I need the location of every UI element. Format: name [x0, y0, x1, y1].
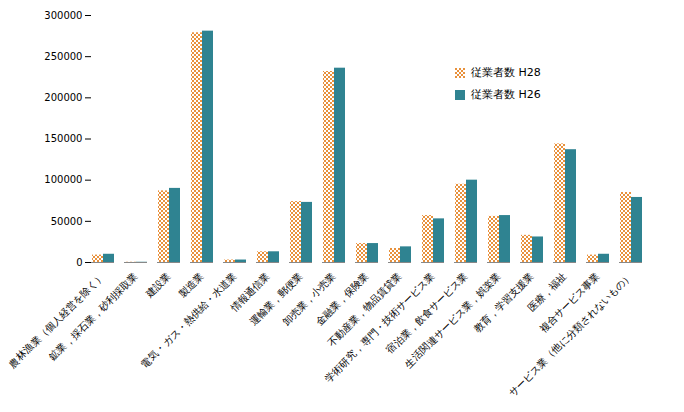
svg-text:金融業，保険業: 金融業，保険業	[313, 270, 371, 328]
svg-text:情報通信業: 情報通信業	[228, 270, 272, 314]
html-text:従業者数 H28: 従業者数 H28	[471, 66, 541, 79]
svg-text:100000: 100000	[44, 174, 82, 185]
svg-text:250000: 250000	[44, 51, 82, 62]
svg-text:農林漁業（個人経営を除く）: 農林漁業（個人経営を除く）	[7, 270, 107, 370]
svg-text:生活関連サービス業，娯楽業: 生活関連サービス業，娯楽業	[403, 270, 503, 370]
svg-text:卸売業，小売業: 卸売業，小売業	[280, 270, 338, 328]
svg-text:製造業: 製造業	[177, 270, 206, 299]
svg-text:運輸業，郵便業: 運輸業，郵便業	[247, 270, 305, 328]
svg-text:150000: 150000	[44, 133, 82, 144]
svg-text:サービス業（他に分類されないもの）: サービス業（他に分類されないもの）	[507, 270, 635, 398]
html-text:従業者数 H26: 従業者数 H26	[471, 88, 541, 101]
svg-text:建設業: 建設業	[143, 270, 173, 300]
svg-text:鉱業，採石業，砂利採取業: 鉱業，採石業，砂利採取業	[47, 270, 140, 363]
svg-text:学術研究，専門・技術サービス業: 学術研究，専門・技術サービス業	[322, 270, 437, 385]
svg-text:宿泊業，飲食サービス業: 宿泊業，飲食サービス業	[384, 270, 470, 356]
svg-text:電気・ガス・熱供給・水道業: 電気・ガス・熱供給・水道業	[139, 270, 239, 370]
svg-text:教育，学習支援業: 教育，学習支援業	[471, 270, 535, 334]
svg-text:不動産業，物品賃貸業: 不動産業，物品賃貸業	[325, 270, 404, 349]
svg-text:0: 0	[76, 257, 82, 268]
svg-text:医療，福祉: 医療，福祉	[525, 270, 569, 314]
svg-text:200000: 200000	[44, 92, 82, 103]
svg-text:300000: 300000	[44, 10, 82, 21]
svg-text:50000: 50000	[51, 216, 83, 227]
svg-text:複合サービス事業: 複合サービス事業	[537, 270, 601, 334]
